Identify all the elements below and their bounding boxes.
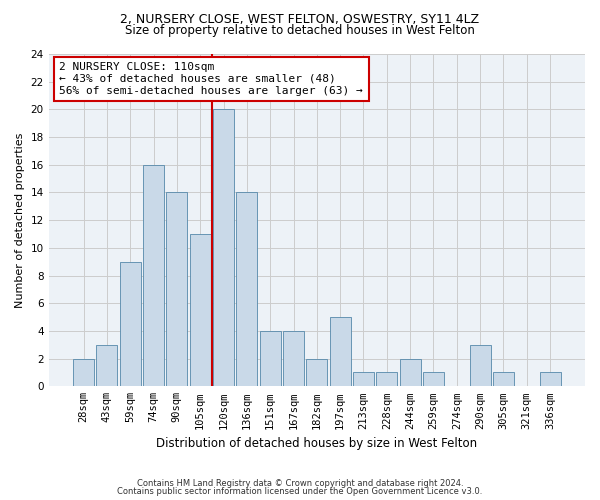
Bar xyxy=(470,345,491,387)
Bar xyxy=(493,372,514,386)
Bar xyxy=(423,372,444,386)
Bar xyxy=(97,345,118,387)
Bar xyxy=(539,372,560,386)
Text: Contains public sector information licensed under the Open Government Licence v3: Contains public sector information licen… xyxy=(118,487,482,496)
Text: 2, NURSERY CLOSE, WEST FELTON, OSWESTRY, SY11 4LZ: 2, NURSERY CLOSE, WEST FELTON, OSWESTRY,… xyxy=(121,12,479,26)
Bar xyxy=(329,317,350,386)
Bar xyxy=(283,331,304,386)
Bar xyxy=(353,372,374,386)
Bar xyxy=(236,192,257,386)
Text: Size of property relative to detached houses in West Felton: Size of property relative to detached ho… xyxy=(125,24,475,37)
Bar xyxy=(166,192,187,386)
Bar xyxy=(376,372,397,386)
Bar xyxy=(190,234,211,386)
Bar xyxy=(143,165,164,386)
X-axis label: Distribution of detached houses by size in West Felton: Distribution of detached houses by size … xyxy=(156,437,478,450)
Text: 2 NURSERY CLOSE: 110sqm
← 43% of detached houses are smaller (48)
56% of semi-de: 2 NURSERY CLOSE: 110sqm ← 43% of detache… xyxy=(59,62,363,96)
Bar xyxy=(400,358,421,386)
Text: Contains HM Land Registry data © Crown copyright and database right 2024.: Contains HM Land Registry data © Crown c… xyxy=(137,478,463,488)
Y-axis label: Number of detached properties: Number of detached properties xyxy=(15,132,25,308)
Bar xyxy=(120,262,140,386)
Bar xyxy=(260,331,281,386)
Bar xyxy=(73,358,94,386)
Bar xyxy=(307,358,328,386)
Bar xyxy=(213,110,234,386)
